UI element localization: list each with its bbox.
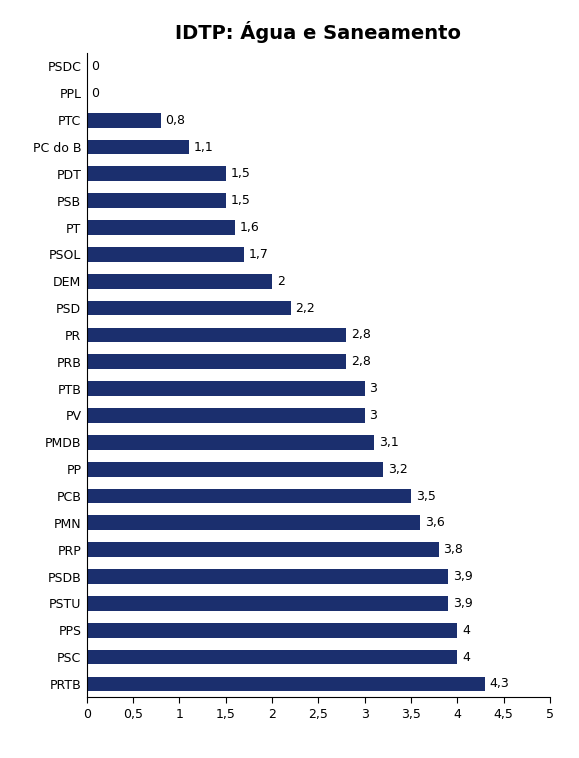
Bar: [87, 435, 374, 449]
Bar: [87, 623, 457, 637]
Text: 3,8: 3,8: [444, 543, 463, 556]
Bar: [87, 650, 457, 665]
Text: 2,2: 2,2: [295, 302, 315, 315]
Title: IDTP: Água e Saneamento: IDTP: Água e Saneamento: [175, 21, 461, 43]
Text: 3,9: 3,9: [453, 597, 472, 610]
Text: 1,1: 1,1: [193, 140, 213, 154]
Bar: [87, 274, 272, 289]
Text: 4: 4: [462, 650, 470, 663]
Bar: [87, 381, 365, 396]
Text: 1,6: 1,6: [240, 221, 259, 234]
Text: 0: 0: [91, 87, 100, 100]
Text: 3: 3: [369, 409, 378, 422]
Text: 4,3: 4,3: [490, 678, 510, 691]
Text: 4: 4: [462, 624, 470, 637]
Bar: [87, 301, 291, 315]
Bar: [87, 220, 235, 235]
Text: 1,5: 1,5: [230, 194, 250, 207]
Text: 3: 3: [369, 382, 378, 395]
Text: 3,6: 3,6: [425, 516, 445, 529]
Text: 2: 2: [277, 274, 285, 288]
Bar: [87, 408, 365, 423]
Bar: [87, 462, 383, 477]
Text: 1,5: 1,5: [230, 168, 250, 180]
Bar: [87, 596, 448, 611]
Text: 3,2: 3,2: [388, 462, 408, 476]
Text: 0: 0: [91, 60, 100, 73]
Bar: [87, 193, 226, 208]
Bar: [87, 569, 448, 584]
Text: 2,8: 2,8: [351, 356, 371, 368]
Bar: [87, 489, 411, 503]
Text: 2,8: 2,8: [351, 328, 371, 341]
Bar: [87, 355, 346, 369]
Bar: [87, 677, 485, 691]
Bar: [87, 515, 420, 531]
Text: 3,5: 3,5: [416, 490, 435, 503]
Text: 3,1: 3,1: [379, 436, 398, 449]
Bar: [87, 139, 189, 155]
Bar: [87, 542, 439, 557]
Text: 3,9: 3,9: [453, 570, 472, 583]
Text: 0,8: 0,8: [166, 114, 186, 127]
Bar: [87, 327, 346, 343]
Bar: [87, 113, 161, 127]
Bar: [87, 167, 226, 181]
Bar: [87, 247, 244, 262]
Text: 1,7: 1,7: [249, 248, 269, 261]
